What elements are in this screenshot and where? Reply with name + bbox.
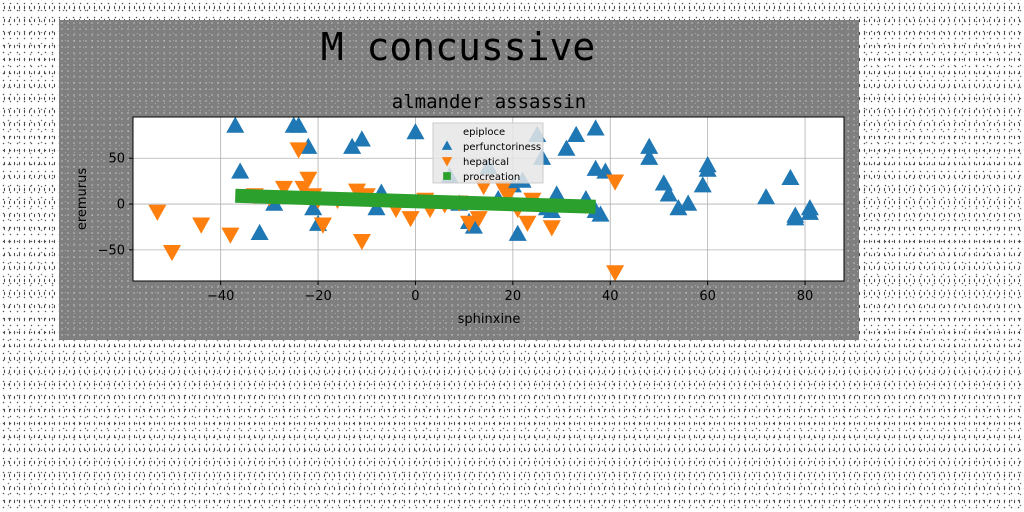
y-axis-label: eremurus: [75, 168, 90, 231]
hepatical-point: [352, 234, 371, 251]
perfunctoriness-point: [567, 125, 586, 142]
hepatical-point: [469, 211, 488, 228]
y-tick-label: 50: [108, 152, 125, 167]
hepatical-point: [221, 227, 240, 244]
legend-marker-perfunctoriness: [441, 140, 453, 150]
legend-item-procreation: procreation: [443, 172, 520, 183]
hepatical-point: [518, 215, 537, 232]
series-procreation: [235, 188, 596, 214]
legend-item-hepatical: hepatical: [441, 157, 509, 168]
perfunctoriness-point: [781, 168, 800, 186]
perfunctoriness-point: [289, 116, 308, 133]
hepatical-point: [347, 183, 367, 200]
perfunctoriness-point: [367, 199, 386, 216]
hepatical-point: [274, 180, 293, 198]
perfunctoriness-point: [669, 199, 688, 216]
perfunctoriness-point: [640, 148, 659, 165]
legend-marker-hepatical: [441, 157, 453, 167]
x-tick-label: −20: [304, 289, 331, 304]
x-tick-label: −40: [207, 289, 234, 304]
hepatical-point: [606, 265, 625, 282]
hepatical-point: [498, 188, 518, 205]
hepatical-point: [401, 211, 420, 228]
legend: epiploce perfunctoriness hepatical procreat…: [432, 122, 544, 184]
x-tick-label: 0: [411, 289, 419, 304]
hepatical-point: [606, 174, 625, 191]
perfunctoriness-point: [786, 209, 805, 226]
perfunctoriness-point: [304, 199, 323, 216]
legend-label: epiploce: [463, 127, 505, 138]
legend-label: procreation: [463, 172, 520, 183]
perfunctoriness-point: [659, 185, 678, 202]
perfunctoriness-point: [640, 137, 659, 154]
chart-suptitle: M concussive: [321, 25, 596, 69]
legend-item-perfunctoriness: perfunctoriness: [441, 140, 541, 153]
hepatical-point: [148, 204, 167, 221]
x-tick-label: 60: [699, 289, 716, 304]
legend-label: perfunctoriness: [463, 142, 541, 153]
tick-layer: −40 −20 0 20 40 60 80 −50 0 50: [98, 152, 814, 304]
perfunctoriness-point: [757, 188, 776, 205]
perfunctoriness-point: [250, 223, 269, 241]
perfunctoriness-point: [800, 203, 819, 220]
y-tick-label: 0: [117, 198, 125, 213]
perfunctoriness-point: [693, 176, 712, 193]
perfunctoriness-point: [508, 224, 527, 241]
legend-item-epiploce: epiploce: [463, 127, 505, 138]
perfunctoriness-point: [352, 130, 371, 147]
x-axis-label: sphinxine: [458, 312, 521, 327]
hepatical-point: [299, 171, 318, 188]
hepatical-point: [542, 220, 561, 237]
hepatical-point: [313, 217, 332, 234]
hepatical-point: [162, 245, 181, 262]
series-layer: [148, 116, 819, 282]
scatter-chart: M concussive almander assassin −40 −20 0 20…: [75, 25, 845, 327]
perfunctoriness-point: [698, 160, 717, 177]
perfunctoriness-point: [299, 137, 318, 154]
legend-items: epiploce perfunctoriness hepatical procreat…: [441, 127, 541, 183]
perfunctoriness-point: [343, 137, 362, 154]
perfunctoriness-point: [679, 194, 698, 211]
hepatical-point: [459, 215, 479, 232]
perfunctoriness-point: [591, 205, 610, 222]
y-tick-label: −50: [98, 243, 125, 258]
perfunctoriness-point: [231, 162, 250, 179]
legend-marker-procreation: [443, 172, 451, 180]
chart-title: almander assassin: [392, 91, 586, 113]
legend-box: [432, 122, 544, 184]
legend-label: hepatical: [463, 157, 509, 168]
x-tick-label: 40: [602, 289, 619, 304]
perfunctoriness-point: [586, 119, 605, 136]
perfunctoriness-point: [406, 123, 425, 140]
hepatical-point: [192, 217, 211, 234]
x-tick-label: 80: [797, 289, 814, 304]
x-tick-label: 20: [505, 289, 522, 304]
procreation-line: [235, 188, 596, 214]
perfunctoriness-point: [557, 139, 576, 156]
plot-frame: [132, 116, 845, 282]
chart-figure: M concussive almander assassin −40 −20 0 20…: [59, 20, 859, 340]
hepatical-point: [289, 142, 308, 159]
perfunctoriness-point: [226, 116, 245, 133]
